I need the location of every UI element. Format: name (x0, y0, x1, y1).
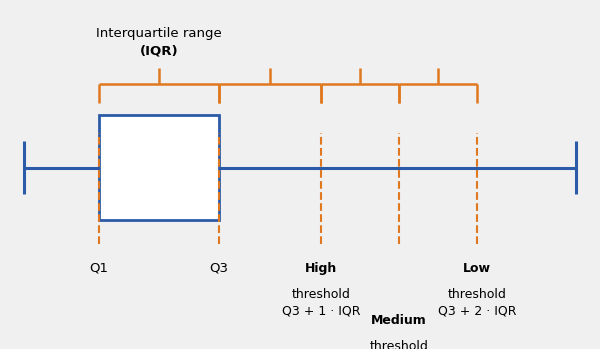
Text: High: High (305, 262, 337, 275)
Text: threshold
Q3 + 1 · IQR: threshold Q3 + 1 · IQR (282, 288, 360, 318)
Text: threshold
Q3 + 1.5 · IQR: threshold Q3 + 1.5 · IQR (354, 340, 444, 349)
Text: Medium: Medium (371, 314, 427, 327)
Text: Low: Low (463, 262, 491, 275)
Text: Q3: Q3 (209, 262, 229, 275)
Text: Interquartile range: Interquartile range (96, 27, 222, 40)
Text: (IQR): (IQR) (140, 45, 178, 58)
Text: Q1: Q1 (89, 262, 109, 275)
Text: threshold
Q3 + 2 · IQR: threshold Q3 + 2 · IQR (438, 288, 516, 318)
Bar (99, 115, 219, 220)
